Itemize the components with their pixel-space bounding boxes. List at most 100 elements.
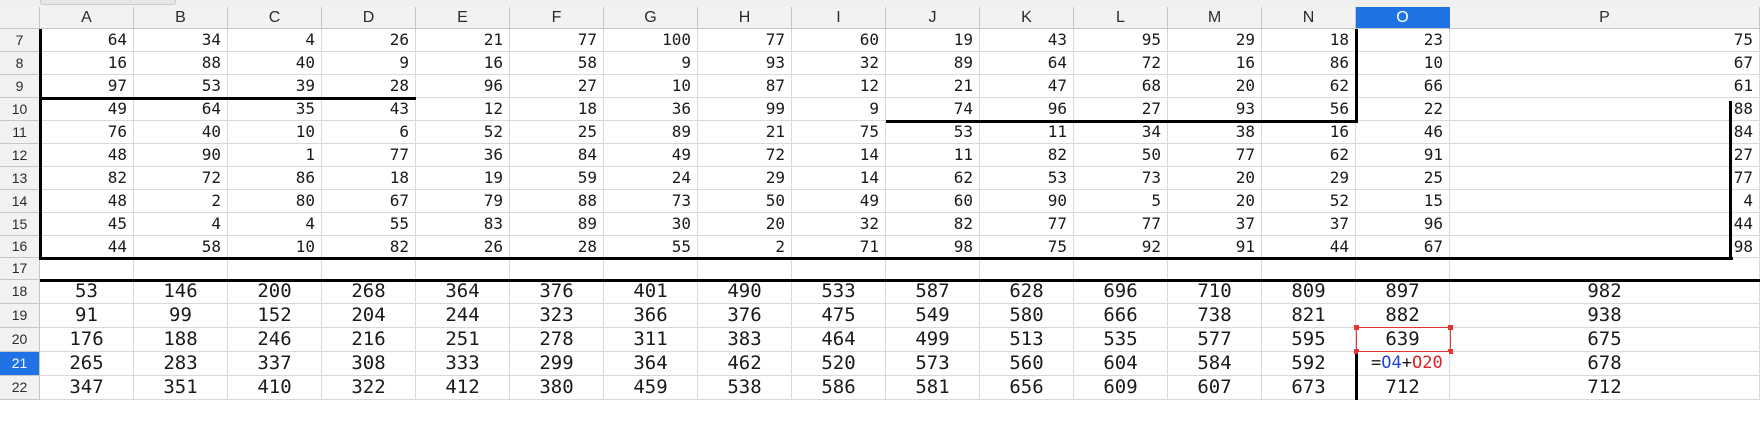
column-header-g[interactable]: G (604, 7, 698, 29)
cell-k17[interactable] (980, 258, 1074, 280)
cell-f14[interactable]: 88 (510, 190, 604, 213)
column-header-k[interactable]: K (980, 7, 1074, 29)
cell-o10[interactable]: 22 (1356, 98, 1450, 121)
cell-f11[interactable]: 25 (510, 121, 604, 144)
column-header-n[interactable]: N (1262, 7, 1356, 29)
cell-g18[interactable]: 401 (604, 280, 698, 304)
cell-j11[interactable]: 53 (886, 121, 980, 144)
cell-b14[interactable]: 2 (134, 190, 228, 213)
cell-b17[interactable] (134, 258, 228, 280)
cell-f15[interactable]: 89 (510, 213, 604, 236)
cell-e11[interactable]: 52 (416, 121, 510, 144)
cell-m15[interactable]: 37 (1168, 213, 1262, 236)
cell-o12[interactable]: 91 (1356, 144, 1450, 167)
cell-a19[interactable]: 91 (40, 304, 134, 328)
cell-p21[interactable]: 678 (1450, 352, 1760, 376)
cell-m14[interactable]: 20 (1168, 190, 1262, 213)
cell-a16[interactable]: 44 (40, 236, 134, 258)
cell-h16[interactable]: 2 (698, 236, 792, 258)
cell-f18[interactable]: 376 (510, 280, 604, 304)
cell-o8[interactable]: 10 (1356, 52, 1450, 75)
row-header-8[interactable]: 8 (0, 52, 40, 75)
column-header-a[interactable]: A (40, 7, 134, 29)
cell-b15[interactable]: 4 (134, 213, 228, 236)
cell-l7[interactable]: 95 (1074, 29, 1168, 52)
cell-e17[interactable] (416, 258, 510, 280)
cell-n15[interactable]: 37 (1262, 213, 1356, 236)
cell-k15[interactable]: 77 (980, 213, 1074, 236)
cell-p10[interactable]: 88 (1450, 98, 1760, 121)
cell-h17[interactable] (698, 258, 792, 280)
cell-n10[interactable]: 56 (1262, 98, 1356, 121)
cell-c19[interactable]: 152 (228, 304, 322, 328)
cell-k9[interactable]: 47 (980, 75, 1074, 98)
cell-n17[interactable] (1262, 258, 1356, 280)
cell-d15[interactable]: 55 (322, 213, 416, 236)
cell-h13[interactable]: 29 (698, 167, 792, 190)
cell-l14[interactable]: 5 (1074, 190, 1168, 213)
cell-o18[interactable]: 897 (1356, 280, 1450, 304)
select-all-corner[interactable] (0, 7, 40, 29)
row-header-15[interactable]: 15 (0, 213, 40, 236)
cell-m12[interactable]: 77 (1168, 144, 1262, 167)
cell-d16[interactable]: 82 (322, 236, 416, 258)
cell-a9[interactable]: 97 (40, 75, 134, 98)
cell-b18[interactable]: 146 (134, 280, 228, 304)
cell-p18[interactable]: 982 (1450, 280, 1760, 304)
cell-h22[interactable]: 538 (698, 376, 792, 400)
cell-j15[interactable]: 82 (886, 213, 980, 236)
column-header-f[interactable]: F (510, 7, 604, 29)
column-header-c[interactable]: C (228, 7, 322, 29)
cell-h15[interactable]: 20 (698, 213, 792, 236)
cell-f19[interactable]: 323 (510, 304, 604, 328)
column-header-b[interactable]: B (134, 7, 228, 29)
cell-h18[interactable]: 490 (698, 280, 792, 304)
cell-p19[interactable]: 938 (1450, 304, 1760, 328)
cell-b16[interactable]: 58 (134, 236, 228, 258)
cell-i9[interactable]: 12 (792, 75, 886, 98)
cell-e19[interactable]: 244 (416, 304, 510, 328)
cell-c17[interactable] (228, 258, 322, 280)
cell-b20[interactable]: 188 (134, 328, 228, 352)
cell-j10[interactable]: 74 (886, 98, 980, 121)
cell-b11[interactable]: 40 (134, 121, 228, 144)
row-header-16[interactable]: 16 (0, 236, 40, 258)
cell-i22[interactable]: 586 (792, 376, 886, 400)
cell-k11[interactable]: 11 (980, 121, 1074, 144)
cell-a22[interactable]: 347 (40, 376, 134, 400)
cell-g13[interactable]: 24 (604, 167, 698, 190)
cell-e12[interactable]: 36 (416, 144, 510, 167)
cell-j19[interactable]: 549 (886, 304, 980, 328)
cell-o15[interactable]: 96 (1356, 213, 1450, 236)
row-header-22[interactable]: 22 (0, 376, 40, 400)
cell-m13[interactable]: 20 (1168, 167, 1262, 190)
cell-o19[interactable]: 882 (1356, 304, 1450, 328)
cell-b12[interactable]: 90 (134, 144, 228, 167)
cell-g15[interactable]: 30 (604, 213, 698, 236)
cell-g16[interactable]: 55 (604, 236, 698, 258)
cell-e14[interactable]: 79 (416, 190, 510, 213)
cell-g19[interactable]: 366 (604, 304, 698, 328)
cell-l16[interactable]: 92 (1074, 236, 1168, 258)
cell-p8[interactable]: 67 (1450, 52, 1760, 75)
cell-o9[interactable]: 66 (1356, 75, 1450, 98)
cell-m21[interactable]: 584 (1168, 352, 1262, 376)
cell-n18[interactable]: 809 (1262, 280, 1356, 304)
cell-c9[interactable]: 39 (228, 75, 322, 98)
cell-a10[interactable]: 49 (40, 98, 134, 121)
cell-l20[interactable]: 535 (1074, 328, 1168, 352)
cell-e16[interactable]: 26 (416, 236, 510, 258)
cell-e10[interactable]: 12 (416, 98, 510, 121)
row-header-11[interactable]: 11 (0, 121, 40, 144)
cell-g22[interactable]: 459 (604, 376, 698, 400)
cell-a7[interactable]: 64 (40, 29, 134, 52)
cell-h21[interactable]: 462 (698, 352, 792, 376)
formula-in-cell-editor[interactable]: =O4+O20 (1358, 352, 1449, 375)
cell-l8[interactable]: 72 (1074, 52, 1168, 75)
cell-m9[interactable]: 20 (1168, 75, 1262, 98)
cell-b7[interactable]: 34 (134, 29, 228, 52)
cell-g20[interactable]: 311 (604, 328, 698, 352)
cell-l13[interactable]: 73 (1074, 167, 1168, 190)
cell-p9[interactable]: 61 (1450, 75, 1760, 98)
cell-f20[interactable]: 278 (510, 328, 604, 352)
